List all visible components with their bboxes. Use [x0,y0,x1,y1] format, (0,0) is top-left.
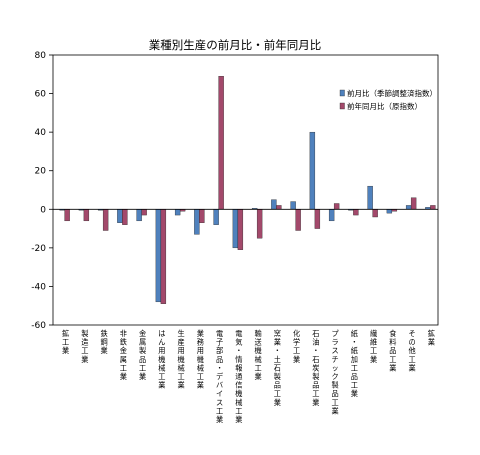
bar-yoy [410,197,417,210]
bar-mom [213,209,219,225]
bar-yoy [64,209,70,222]
category-label: 繊維工業 [370,329,377,364]
chart-title: 業種別生産の前月比・前年同月比 [149,38,322,52]
bar-mom [386,209,393,214]
bar-mom [174,209,181,216]
y-tick-label: -60 [31,321,46,331]
y-tick-label: 80 [35,51,47,61]
category-label: 紙・紙加工品工業 [351,329,358,398]
category-label: 鉱工業 [62,329,69,355]
y-axis: 80 60 40 20 0 -20 -40 -60 [31,51,53,331]
y-tick-label: 0 [40,205,46,215]
bar-mom [232,209,239,249]
y-tick-label: 40 [35,128,47,138]
category-label: 非鉄金属工業 [120,329,127,381]
bar-yoy [83,209,90,222]
bar-series-group [59,76,436,304]
y-tick-label: -40 [31,282,46,292]
bar-mom [367,185,373,210]
bar-mom [290,201,296,210]
category-label: プラスチック製品工業 [332,329,340,415]
category-label: 鉄鋼業 [101,329,108,355]
category-label: 石油・石炭製品工業 [312,329,319,407]
category-label: 金属製品工業 [139,329,146,381]
y-tick-label: -20 [31,244,46,254]
category-label: 鉱業 [428,329,435,347]
bar-mom [405,205,412,210]
bar-yoy [314,209,321,229]
bar-yoy [430,205,436,210]
bar-yoy [256,209,263,239]
bar-yoy [333,203,340,210]
bar-yoy [102,209,109,231]
plot-area [52,54,439,326]
bar-yoy [122,209,128,225]
legend: 前月比（季節調整済指数） 前年同月比（原指数） [339,88,437,111]
bar-yoy [353,209,359,216]
bar-mom [194,209,200,235]
bar-mom [155,209,162,303]
bar-yoy [237,209,244,250]
bar-yoy [199,209,205,223]
category-label: 製造工業 [81,329,88,364]
category-label: 輸送機械工業 [255,329,262,381]
category-label: 化学工業 [293,329,300,364]
category-label: 窯業・土石製品工業 [274,329,281,407]
category-label: 業務用機械工業 [197,329,205,390]
bar-mom [271,199,277,210]
category-label: はん用機械工業 [158,329,165,390]
bar-yoy [218,76,224,210]
bar-mom [309,131,316,210]
bar-yoy [372,209,378,218]
bar-yoy [141,209,147,216]
bar-mom [117,209,123,223]
legend-swatch [339,102,345,110]
bar-yoy [276,205,282,210]
y-tick-label: 60 [35,90,47,100]
bar-yoy [160,209,167,304]
category-label: 電気・情報通信機械工業 [235,329,242,424]
category-labels: 鉱工業 製造工業 鉄鋼業 非鉄金属工業 金属製品工業 はん用機械工業 生産用機械工業 業務用機… [62,329,435,424]
bar-yoy [295,209,301,231]
category-label: 電子部品・デバイス工業 [216,329,224,424]
category-label: その他工業 [409,329,416,372]
category-label: 食料品工業 [389,329,396,372]
bar-mom [328,209,335,222]
bar-mom [136,209,142,222]
legend-swatch [339,89,345,97]
y-tick-label: 20 [35,167,47,177]
legend-label: 前年同月比（原指数） [347,101,422,111]
category-label: 生産用機械工業 [178,329,185,390]
legend-label: 前月比（季節調整済指数） [347,88,437,98]
